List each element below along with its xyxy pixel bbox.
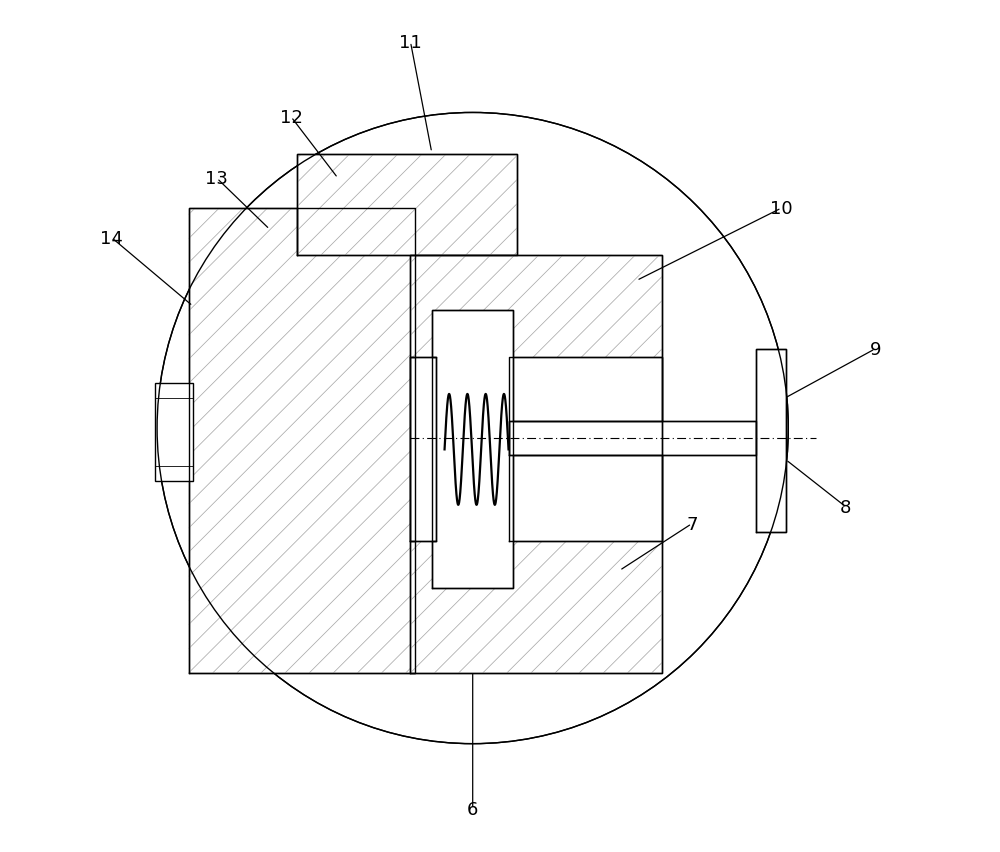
Text: 6: 6	[467, 800, 478, 819]
Text: 8: 8	[840, 498, 851, 516]
Text: 7: 7	[686, 515, 698, 533]
Text: 11: 11	[399, 33, 422, 52]
Bar	[509, 358, 662, 541]
Text: 13: 13	[205, 170, 228, 188]
Text: 14: 14	[100, 229, 123, 248]
Bar	[509, 422, 756, 456]
Text: 12: 12	[280, 108, 302, 127]
Bar	[410, 358, 436, 541]
Text: 10: 10	[770, 199, 793, 218]
Bar	[155, 383, 193, 481]
Circle shape	[157, 113, 788, 744]
Bar	[432, 311, 513, 588]
Text: 9: 9	[870, 340, 881, 359]
Bar	[756, 349, 786, 532]
Bar	[189, 209, 415, 673]
Bar	[297, 155, 517, 256]
Bar	[410, 256, 662, 673]
